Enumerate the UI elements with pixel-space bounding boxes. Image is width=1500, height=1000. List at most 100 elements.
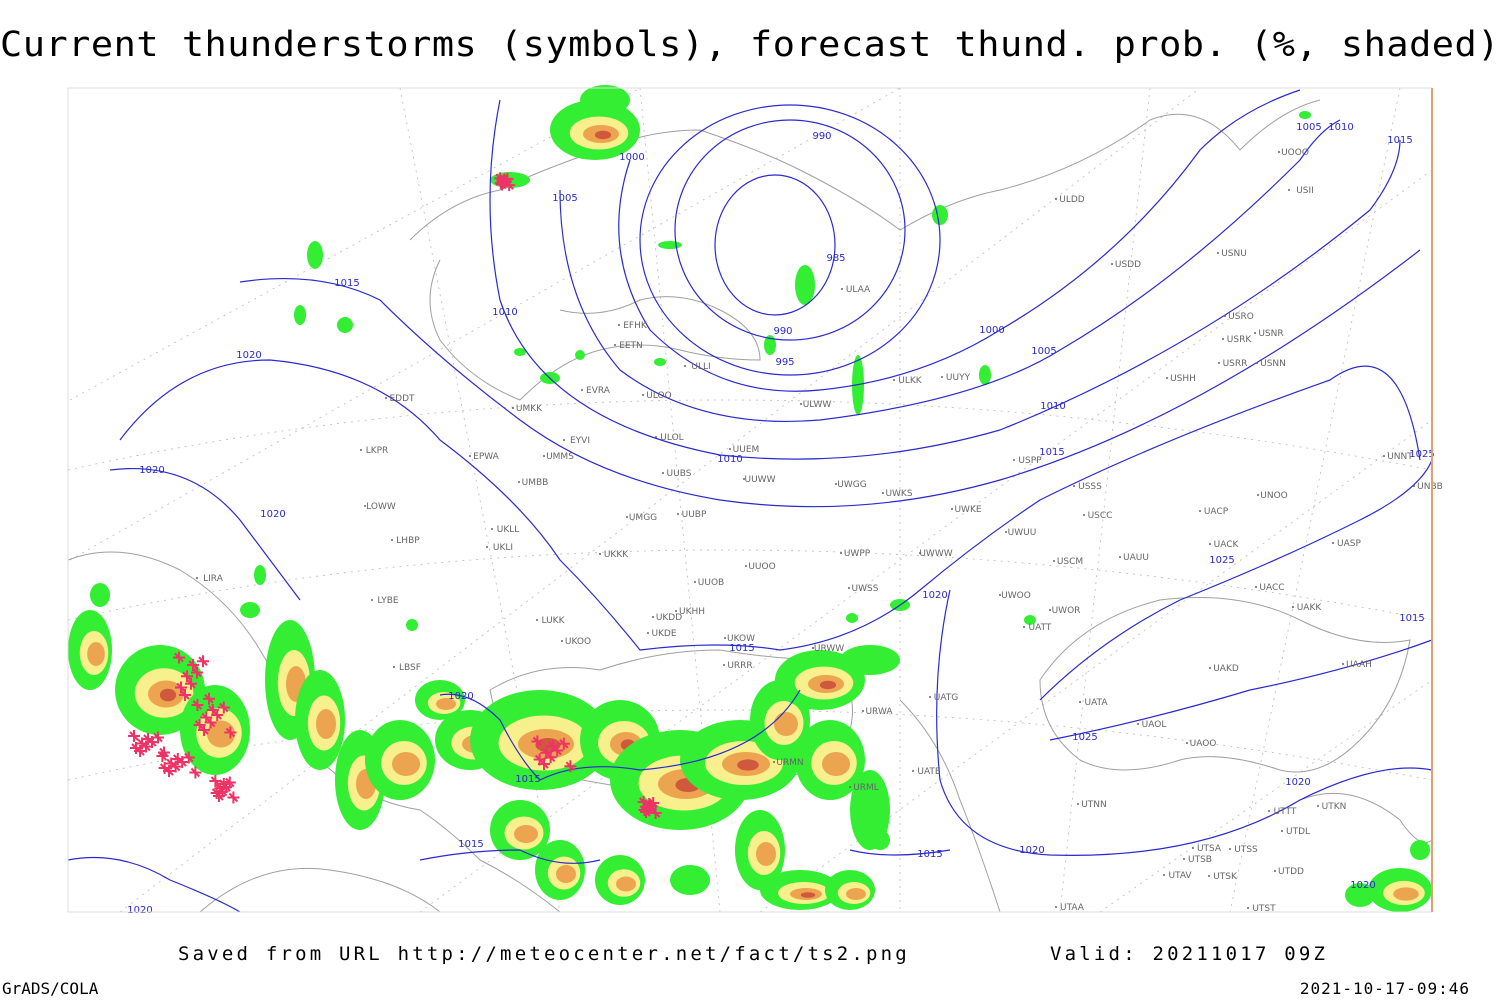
storm-symbol <box>223 776 236 789</box>
station-dot <box>393 666 395 668</box>
station-code: UTSB <box>1188 855 1212 865</box>
station-code: USII <box>1296 186 1314 196</box>
station-code: EFHK <box>623 321 648 331</box>
station-code: URML <box>853 783 879 793</box>
station-code: UWPP <box>844 549 871 559</box>
station-dot <box>840 552 842 554</box>
isobar <box>936 589 1433 856</box>
station-dot <box>536 619 538 621</box>
station-code: UOOO <box>1281 148 1309 158</box>
station-dot <box>655 436 657 438</box>
isobar-label: 1020 <box>922 590 947 601</box>
station-code: USNR <box>1258 329 1283 339</box>
station-code: UWKE <box>954 505 981 515</box>
isobar-label: 1015 <box>729 643 754 654</box>
station-dot <box>893 379 895 381</box>
station-code: UAOL <box>1142 720 1167 730</box>
station-code: URMN <box>776 758 803 768</box>
storm-symbol <box>533 753 546 766</box>
isobar <box>618 89 1301 392</box>
storm-symbol <box>531 735 544 748</box>
station-code: ULLI <box>691 362 710 372</box>
prob-area <box>795 265 815 305</box>
station-dot <box>469 455 471 457</box>
prob-area <box>756 842 776 866</box>
station-code: UUWW <box>745 475 776 485</box>
station-code: EETN <box>619 341 643 351</box>
station-code: USSS <box>1078 482 1102 492</box>
storm-symbol <box>564 760 577 773</box>
isobar-label: 990 <box>812 131 831 142</box>
storm-symbol <box>191 699 204 711</box>
prob-area <box>87 642 105 666</box>
station-code: UKOO <box>565 637 591 647</box>
station-dot <box>1268 810 1270 812</box>
isobar <box>67 849 951 913</box>
station-code: USCC <box>1088 511 1113 521</box>
station-dot <box>1342 663 1344 665</box>
storm-symbol <box>649 807 662 819</box>
storm-symbol <box>197 655 209 668</box>
station-code: ULDD <box>1059 195 1085 205</box>
graticule <box>67 87 1433 913</box>
station-dot <box>1083 514 1085 516</box>
prob-area <box>764 335 776 355</box>
station-dot <box>1229 848 1231 850</box>
station-dot <box>941 376 943 378</box>
station-dot <box>1005 531 1007 533</box>
station-dot <box>862 710 864 712</box>
station-code: UATE <box>917 767 941 777</box>
isobar-label: 1020 <box>1285 777 1310 788</box>
prob-area <box>846 888 866 900</box>
station-code: LIRA <box>203 574 224 584</box>
station-code: UWWW <box>919 549 952 559</box>
station-code: ULOO <box>646 391 671 401</box>
isobar-label: 1015 <box>334 278 359 289</box>
map-title: Current thunderstorms (symbols), forecas… <box>0 25 1500 65</box>
station-dot <box>800 403 802 405</box>
station-dot <box>882 492 884 494</box>
storm-symbol <box>224 726 237 739</box>
station-code: UAOO <box>1190 739 1217 749</box>
storm-symbol <box>189 766 202 779</box>
prob-area <box>240 602 260 618</box>
station-dot <box>1257 494 1259 496</box>
prob-area <box>932 205 948 225</box>
source-url: Saved from URL http://meteocenter.net/fa… <box>178 943 910 965</box>
isobar <box>559 119 1341 423</box>
station-code: UTSS <box>1234 845 1258 855</box>
station-dot <box>684 365 686 367</box>
station-code: ULKK <box>898 376 923 386</box>
storm-symbol <box>181 670 193 683</box>
station-dot <box>1053 560 1055 562</box>
station-dot <box>491 528 493 530</box>
station-dot <box>835 483 837 485</box>
station-code: UTST <box>1252 904 1276 914</box>
station-dot <box>919 552 921 554</box>
storm-symbol <box>643 798 656 810</box>
isobar <box>239 249 1421 508</box>
isobars <box>67 89 1433 913</box>
storm-symbol <box>128 730 140 742</box>
software: GrADS/COLA <box>2 979 99 998</box>
isobar <box>109 467 801 781</box>
station-dot <box>652 616 654 618</box>
station-dot <box>1119 556 1121 558</box>
isobar-label: 1020 <box>127 905 152 916</box>
station-dot <box>929 696 931 698</box>
station-dot <box>1413 485 1415 487</box>
station-dot <box>1288 189 1290 191</box>
station-code: USDD <box>1115 260 1141 270</box>
station-dot <box>196 577 198 579</box>
station-dot <box>951 508 953 510</box>
isobar-label: 990 <box>773 326 792 337</box>
isobar-label: 1020 <box>1350 880 1375 891</box>
station-code: EDDT <box>389 394 415 404</box>
storm-symbol <box>206 704 219 716</box>
prob-area <box>207 720 235 748</box>
station-code: UUBS <box>667 469 692 479</box>
station-code: UAKD <box>1213 664 1239 674</box>
station-code: USRO <box>1228 312 1254 322</box>
